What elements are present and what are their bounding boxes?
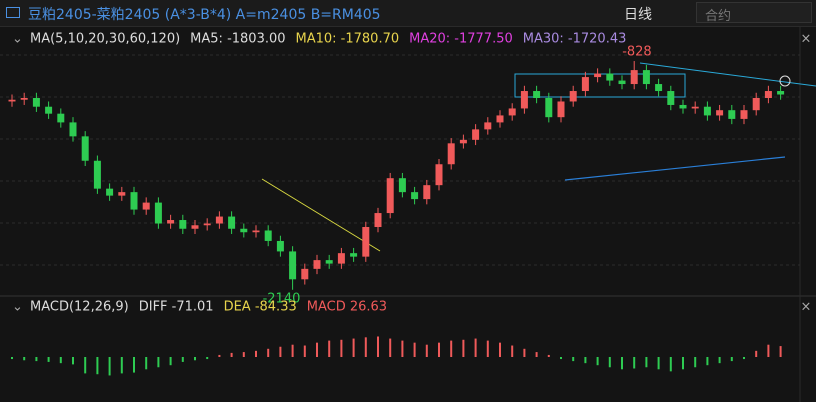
- candle-body: [154, 202, 162, 224]
- legend-entry: DIFF -71.01: [139, 300, 214, 315]
- candle-body: [472, 129, 480, 140]
- candle-body: [459, 139, 467, 144]
- candle-body: [8, 99, 16, 102]
- candle-body: [362, 227, 370, 257]
- extreme-label: -828: [622, 45, 652, 60]
- candle-body: [264, 230, 272, 241]
- candle-body: [81, 136, 89, 161]
- candle-body: [752, 97, 760, 111]
- legend-entry: MA10: -1780.70: [296, 32, 400, 47]
- candle-body: [606, 73, 614, 81]
- candle-body: [45, 106, 53, 114]
- candle-body: [484, 122, 492, 130]
- candle-body: [508, 108, 516, 116]
- legend-entry: MACD(12,26,9): [30, 300, 129, 315]
- candle-body: [728, 110, 736, 119]
- trend-line: [564, 156, 786, 181]
- candle-body: [20, 97, 28, 100]
- close-pane: ×: [801, 300, 812, 315]
- candle-body: [630, 70, 638, 85]
- candle-body: [215, 216, 223, 224]
- candle-body: [386, 178, 394, 214]
- candle-body: [130, 192, 138, 210]
- header: 豆粕2405-菜粕2405 (A*3-B*4) A=m2405 B=RM405 …: [0, 0, 816, 27]
- candle-body: [435, 164, 443, 186]
- legend-entry: MA5: -1803.00: [190, 32, 285, 47]
- chart: -828 -2140 ⌄ MA(5,10,20,30,60,120) MA5: -180…: [0, 26, 816, 402]
- candle-body: [520, 91, 528, 109]
- title: 豆粕2405-菜粕2405 (A*3-B*4) A=m2405 B=RM405: [28, 7, 381, 23]
- candle-body: [191, 225, 199, 229]
- candle-body: [252, 230, 260, 233]
- legend-entry: MA30: -1720.43: [523, 32, 627, 47]
- candle-body: [118, 192, 126, 196]
- candle-body: [398, 178, 406, 193]
- collapse-arrow: ⌄: [12, 32, 23, 47]
- candle-body: [142, 202, 150, 210]
- candle-body: [240, 228, 248, 233]
- candle-body: [496, 115, 504, 123]
- candle-body: [325, 260, 333, 264]
- trend-line: [639, 62, 816, 87]
- drawing-handle: [779, 75, 791, 87]
- candle-body: [618, 80, 626, 85]
- candle-body: [301, 268, 309, 280]
- candle-body: [374, 213, 382, 228]
- legend-entry: MA20: -1777.50: [409, 32, 513, 47]
- candle-body: [533, 91, 541, 98]
- candle-body: [313, 260, 321, 269]
- period-selector[interactable]: 日线: [624, 7, 652, 23]
- candle-body: [167, 220, 175, 224]
- candle-body: [545, 97, 553, 118]
- candle-body: [667, 91, 675, 105]
- legend-entry: MACD 26.63: [307, 300, 387, 315]
- candle-body: [69, 122, 77, 137]
- candle-body: [642, 70, 650, 85]
- candle-body: [655, 84, 663, 92]
- candle-body: [350, 253, 358, 257]
- candle-body: [594, 73, 602, 78]
- candle-body: [581, 77, 589, 92]
- candle-body: [337, 253, 345, 264]
- candle-body: [716, 110, 724, 116]
- candle-body: [289, 251, 297, 280]
- candle-body: [179, 220, 187, 229]
- candle-body: [569, 91, 577, 102]
- menu-icon[interactable]: [6, 7, 20, 18]
- candle-body: [679, 104, 687, 109]
- legend-entry: MA(5,10,20,30,60,120): [30, 32, 180, 47]
- candle-body: [691, 106, 699, 109]
- candle-body: [106, 188, 114, 196]
- candle-body: [32, 97, 40, 107]
- candle-body: [276, 240, 284, 252]
- candle-body: [411, 192, 419, 200]
- candle-body: [447, 143, 455, 165]
- trend-line: [261, 178, 381, 252]
- close-pane: ×: [801, 32, 812, 47]
- contract-input[interactable]: 合约: [696, 2, 812, 24]
- candle-body: [93, 160, 101, 189]
- candle-body: [777, 91, 785, 95]
- collapse-arrow: ⌄: [12, 300, 23, 315]
- candle-body: [57, 113, 65, 123]
- candle-body: [423, 185, 431, 200]
- candle-body: [740, 110, 748, 119]
- candle-body: [228, 216, 236, 229]
- extreme-label: -2140: [263, 291, 301, 306]
- legend-entry: DEA -84.33: [224, 300, 297, 315]
- candle-body: [703, 106, 711, 116]
- candle-body: [764, 91, 772, 98]
- candle-body: [557, 101, 565, 118]
- candle-body: [203, 223, 211, 226]
